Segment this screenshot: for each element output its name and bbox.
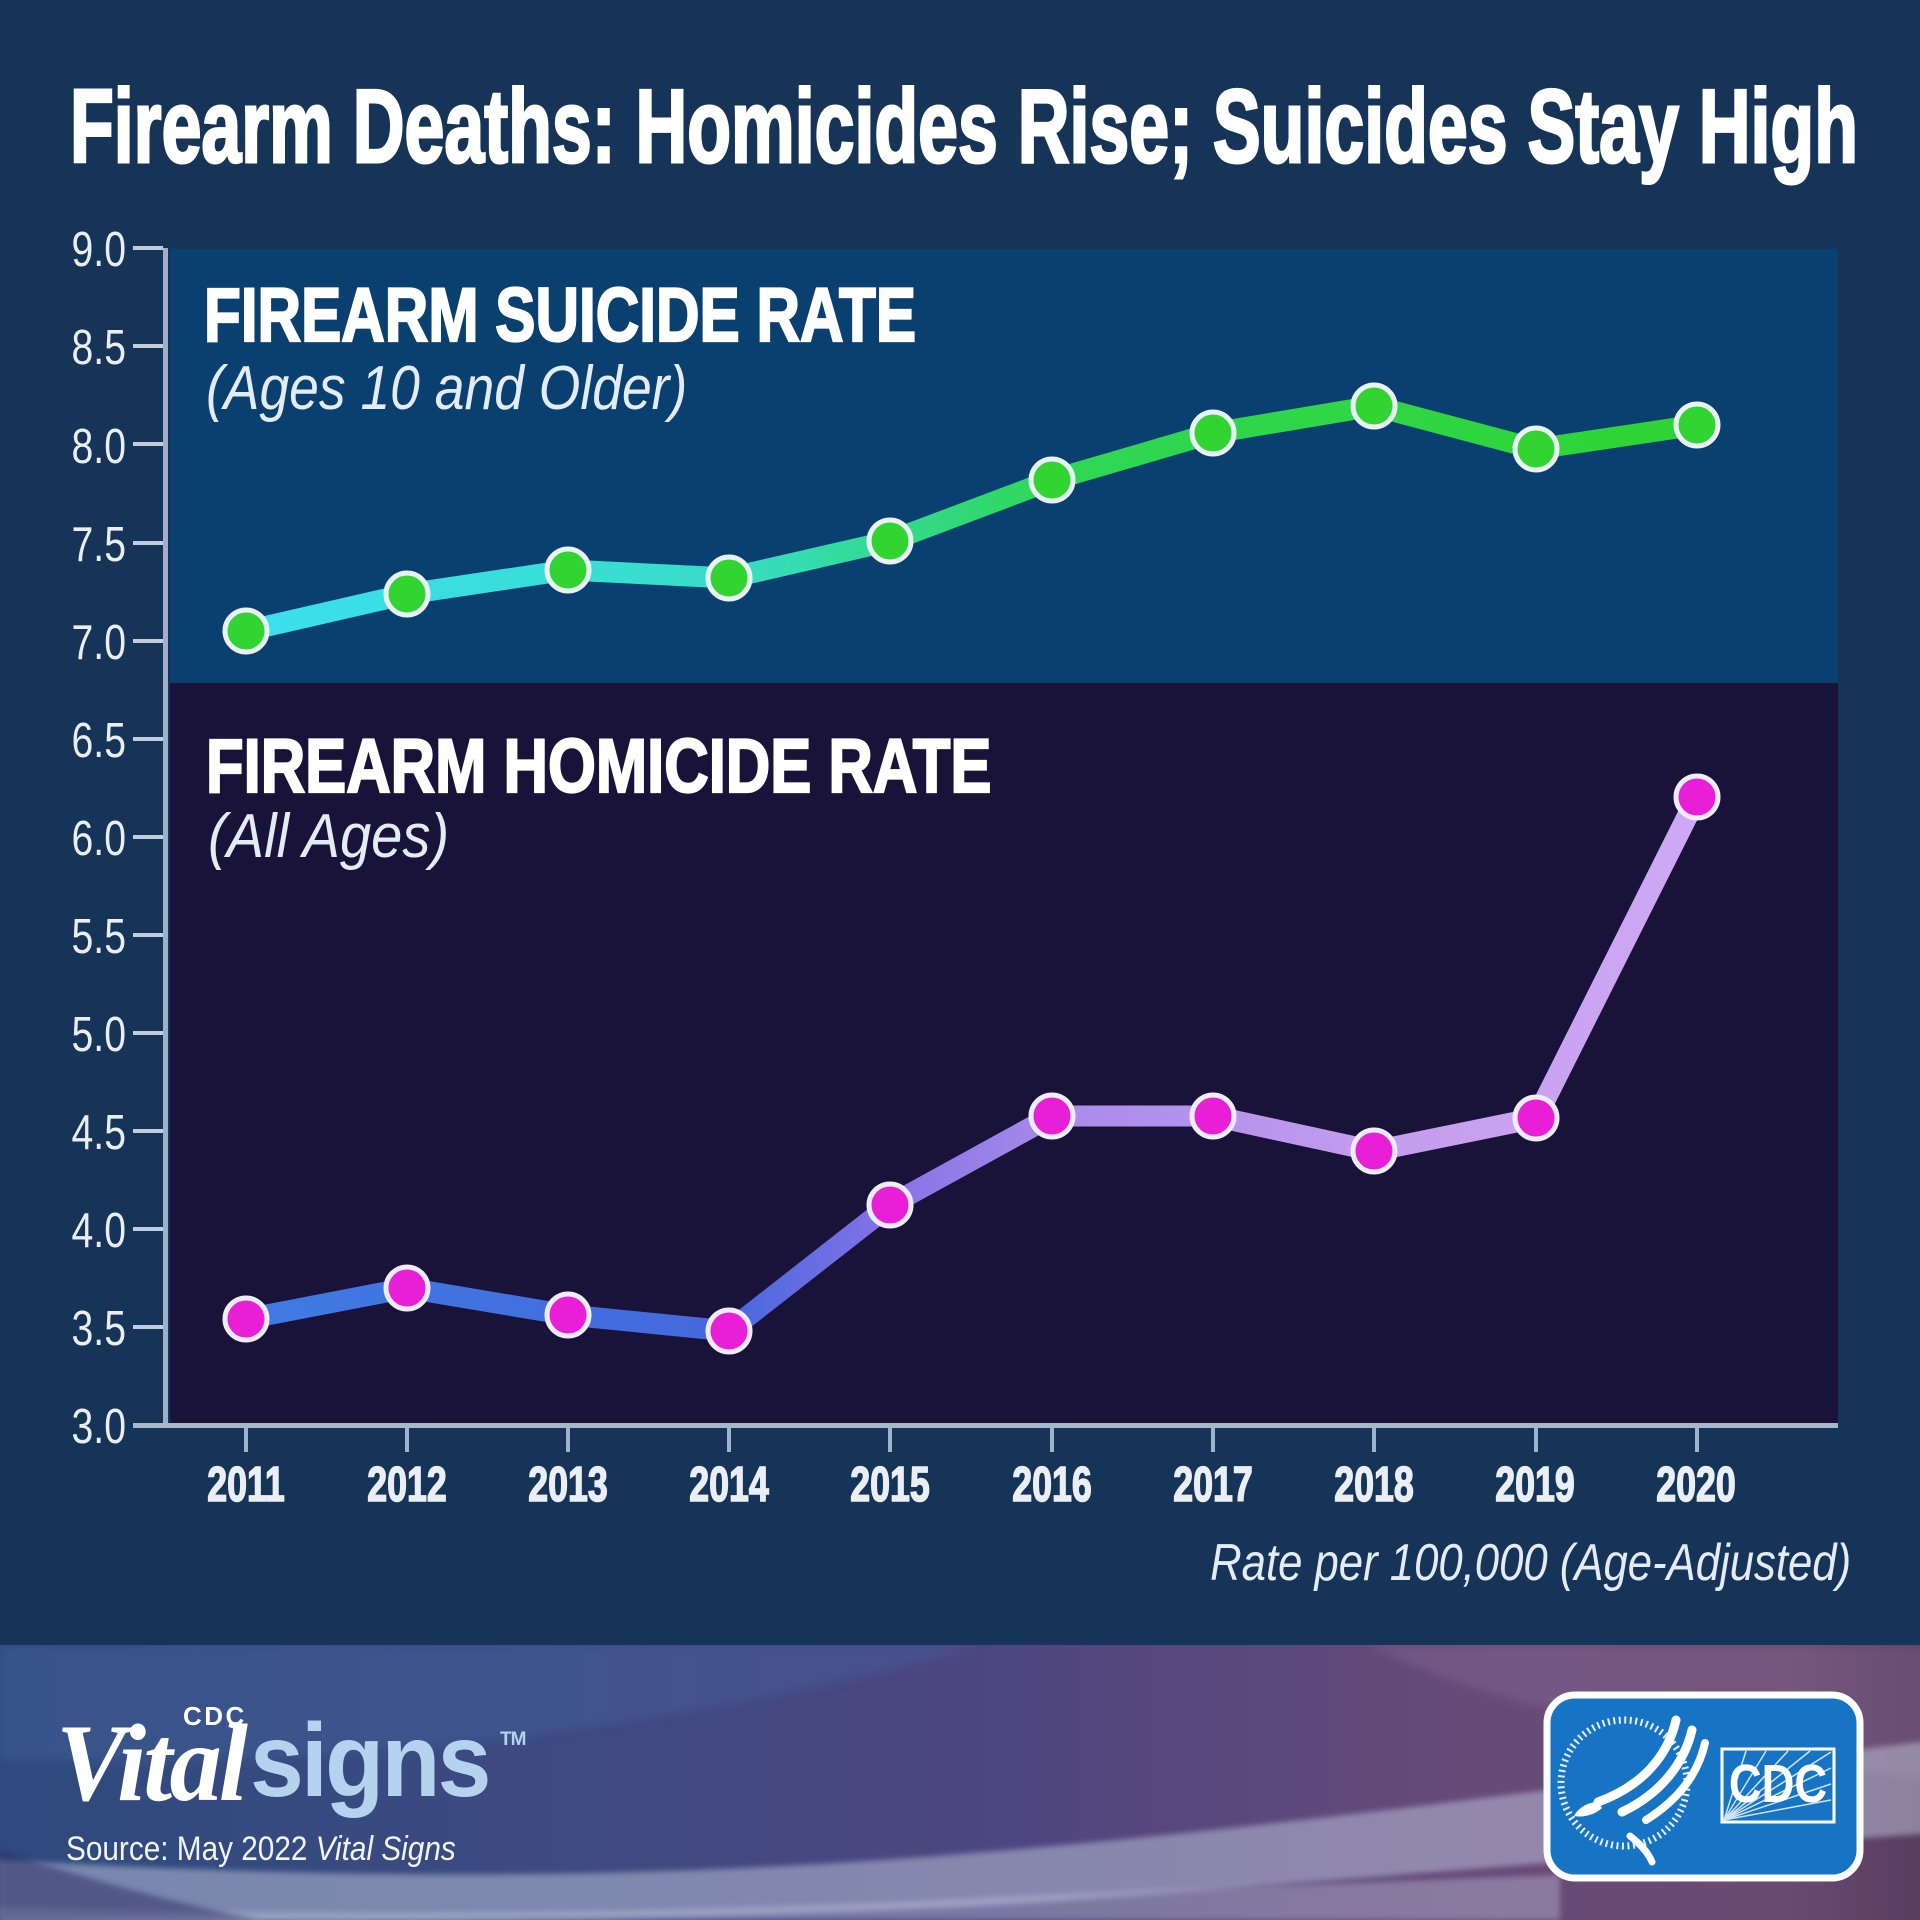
svg-text:CDC: CDC <box>1729 1753 1827 1814</box>
